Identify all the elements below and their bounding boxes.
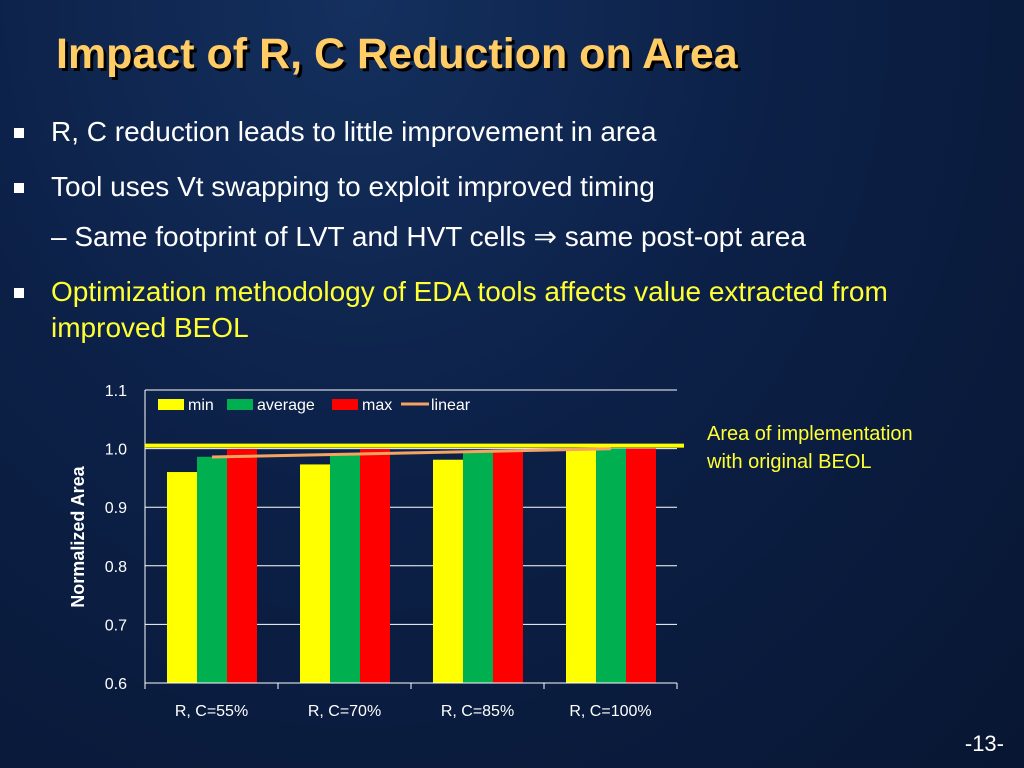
bar-average: [596, 448, 626, 683]
reference-line-annotation: Area of implementation with original BEO…: [707, 420, 913, 476]
bar-min: [566, 448, 596, 683]
y-axis-label: Normalized Area: [68, 465, 88, 607]
chart-lines: [145, 443, 684, 459]
trendline-linear: [211, 447, 612, 459]
annotation-line: with original BEOL: [707, 451, 872, 473]
bullet-list: R, C reduction leads to little improveme…: [0, 0, 1024, 360]
y-tick-label: 0.8: [105, 559, 127, 576]
legend-label: average: [257, 397, 315, 414]
y-tick-label: 0.9: [105, 500, 127, 517]
sub-bullet-text: – Same footprint of LVT and HVT cells ⇒ …: [51, 221, 806, 252]
square-bullet-icon: [14, 288, 24, 298]
bar-max: [227, 449, 257, 683]
legend-label: max: [362, 397, 392, 414]
annotation-line: Area of implementation: [707, 423, 913, 445]
bar-min: [167, 472, 197, 683]
legend-swatch-min: [158, 399, 184, 410]
x-tick-label: R, C=70%: [308, 703, 381, 720]
bar-max: [493, 449, 523, 683]
bullet-text: Optimization methodology of EDA tools af…: [51, 276, 888, 343]
y-tick-label: 1.0: [105, 442, 127, 459]
slide-title: Impact of R, C Reduction on Area: [56, 30, 738, 78]
x-tick-label: R, C=85%: [441, 703, 514, 720]
chart-axes: 0.6 0.7 0.8 0.9 1.0 1.1 R, C=55% R, C=70% R, C=8…: [105, 383, 678, 720]
chart-bars: [167, 448, 656, 683]
y-tick-label: 0.6: [105, 676, 127, 693]
bar-max: [360, 449, 390, 683]
legend-label: linear: [431, 397, 471, 414]
x-tick-label: R, C=55%: [175, 703, 248, 720]
square-bullet-icon: [14, 128, 24, 138]
bar-min: [300, 464, 330, 683]
square-bullet-icon: [14, 183, 24, 193]
legend-swatch-average: [227, 399, 253, 410]
y-tick-label: 0.7: [105, 617, 127, 634]
bullet-text: Tool uses Vt swapping to exploit improve…: [51, 171, 655, 202]
page-number: -13-: [964, 731, 1004, 756]
y-tick-label: 1.1: [105, 383, 127, 400]
bar-max: [626, 448, 656, 683]
bar-average: [197, 456, 227, 683]
bar-min: [433, 459, 463, 683]
chart-legend: min average max linear: [158, 397, 471, 414]
bar-average: [463, 451, 493, 683]
x-tick-label: R, C=100%: [569, 703, 651, 720]
legend-label: min: [188, 397, 214, 414]
bullet-text: R, C reduction leads to little improveme…: [51, 116, 657, 147]
legend-swatch-max: [332, 399, 358, 410]
bar-average: [330, 454, 360, 683]
